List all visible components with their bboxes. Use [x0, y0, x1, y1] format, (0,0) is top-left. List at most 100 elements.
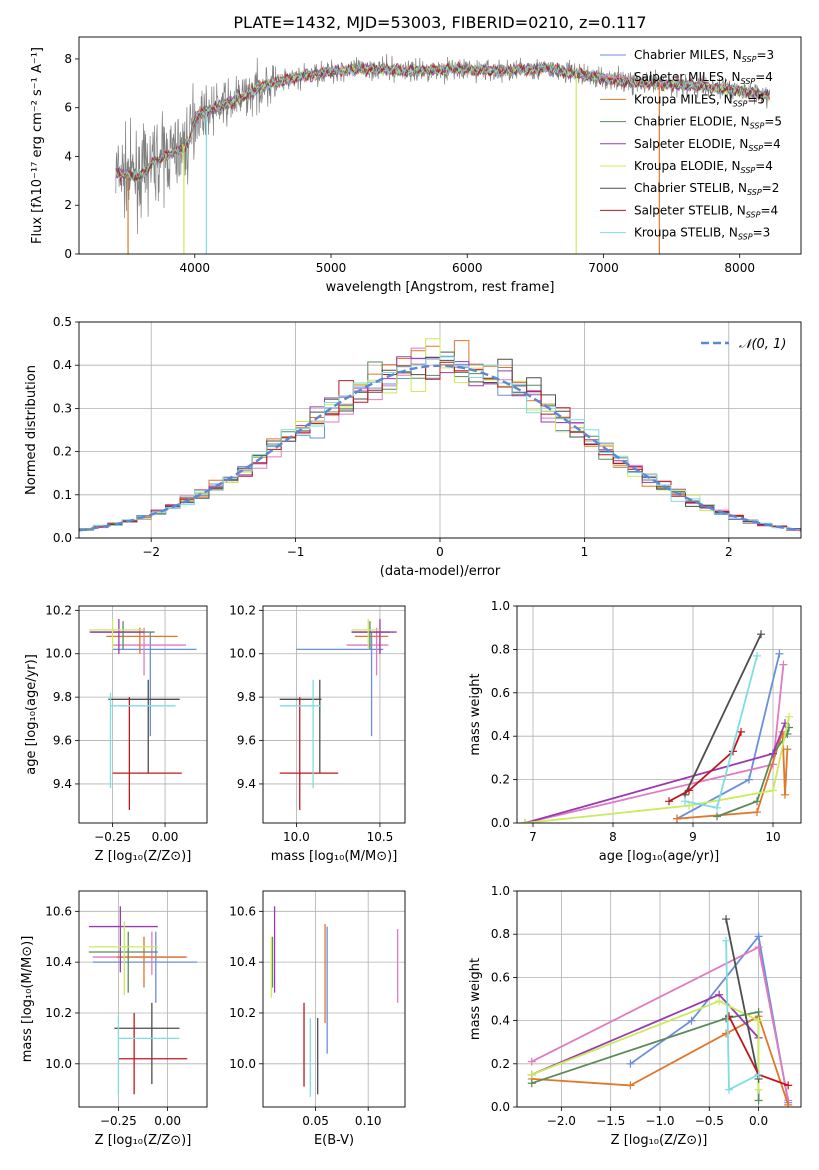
spectrum-panel: 4000 5000 6000 7000 8000 0 2 4 6 8 wavelength [Ang…	[30, 36, 802, 295]
weight-marker-kroupa-miles	[673, 814, 681, 823]
x-axis-label: Z [log₁₀(Z/Z⊙)]	[611, 1133, 708, 1148]
legend-text: Chabrier MILES, N	[634, 48, 742, 62]
weight-vs-metallicity-panel: −2.0 −1.5 −1.0 −0.5 0.0 0.0 0.2 0.4 0.6 0.8 1.0 Z […	[468, 884, 802, 1148]
histogram-kroupa-elodie	[79, 338, 801, 531]
legend-text: Salpeter STELIB, N	[634, 203, 746, 217]
weight-marker-kroupa-stelib	[722, 936, 731, 945]
y-tick-label: 10.2	[229, 1006, 256, 1020]
legend-subscript: SSP	[742, 55, 757, 64]
y-tick-label: 10.4	[229, 955, 256, 969]
legend-count: =3	[753, 226, 771, 240]
y-tick-label: 0.6	[491, 686, 510, 700]
x-tick-label: 1	[581, 545, 589, 559]
legend-text: Kroupa ELODIE, N	[634, 159, 741, 173]
legend-count: =3	[756, 48, 774, 62]
y-tick-label: 1.0	[491, 884, 510, 898]
x-tick-label: 9	[689, 830, 697, 844]
weight-marker-chabrier-miles	[687, 1016, 696, 1025]
histogram-kroupa-stelib	[79, 356, 801, 531]
x-tick-label: 4000	[180, 261, 211, 275]
x-tick-label: 7	[529, 830, 537, 844]
weight-marker-kroupa-stelib	[713, 803, 721, 812]
model-spectrum-kroupa-stelib	[115, 61, 771, 181]
weight-marker-chabrier-elodie	[713, 812, 721, 821]
weight-lines	[521, 630, 793, 823]
weight-marker-kroupa-miles	[783, 745, 792, 754]
x-tick-label: −0.25	[94, 830, 131, 844]
y-tick-label: 0.6	[491, 970, 510, 984]
y-tick-label: 4	[64, 149, 72, 163]
weight-marker-salpeter-stelib	[665, 797, 673, 806]
y-tick-label: 6	[64, 101, 72, 115]
y-tick-label: 0.0	[491, 1100, 510, 1114]
y-tick-label: 0.4	[491, 729, 510, 743]
legend-text: Chabrier ELODIE, N	[634, 115, 750, 129]
y-tick-label: 0.3	[53, 401, 72, 415]
y-tick-label: 10.0	[45, 647, 72, 661]
x-axis-label: mass [log₁₀(M/M⊙)]	[271, 849, 398, 864]
mass-vs-ebv-panel: 0.05 0.10 10.0 10.2 10.4 10.6 E(B-V)	[229, 890, 406, 1148]
legend-label: Salpeter STELIB, NSSP=4	[634, 203, 778, 219]
x-axis-label: Z [log₁₀(Z/Z⊙)]	[95, 1133, 192, 1148]
y-tick-label: 9.8	[53, 690, 72, 704]
x-tick-label: −0.5	[695, 1114, 724, 1128]
axes-frame	[78, 36, 802, 255]
x-tick-label: 10.0	[283, 830, 310, 844]
y-tick-label: 0.2	[491, 773, 510, 787]
weight-marker-kroupa-stelib	[754, 1070, 763, 1079]
legend-text: Kroupa STELIB, N	[634, 226, 738, 240]
legend-label: Salpeter ELODIE, NSSP=4	[634, 137, 781, 153]
x-tick-label: 0	[436, 545, 444, 559]
legend-subscript: SSP	[747, 188, 762, 197]
weight-marker-kroupa-elodie	[754, 1016, 763, 1025]
histograms	[79, 338, 801, 532]
legend-text: Salpeter ELODIE, N	[634, 137, 748, 151]
y-axis-label: age [log₁₀(age/yr)]	[24, 654, 39, 775]
weight-marker-chabrier-miles	[775, 649, 784, 658]
x-tick-label: 0.00	[154, 1114, 181, 1128]
x-tick-label: −0.25	[100, 1114, 137, 1128]
y-tick-label: 8	[64, 52, 72, 66]
x-tick-label: 8000	[724, 261, 755, 275]
legend-label: Chabrier ELODIE, NSSP=5	[634, 115, 782, 131]
error-bars	[279, 619, 397, 810]
weight-marker-salpeter-stelib	[784, 1081, 793, 1090]
y-axis-label: Flux [fλ10⁻¹⁷ erg cm⁻² s⁻¹ A⁻¹]	[30, 47, 45, 244]
weight-line-kroupa-elodie	[531, 1000, 760, 1090]
weight-marker-kroupa-miles	[626, 1081, 635, 1090]
x-axis-label: E(B-V)	[314, 1133, 354, 1148]
x-tick-label: 2	[725, 545, 733, 559]
legend-label: Kroupa ELODIE, NSSP=4	[634, 159, 773, 175]
weight-marker-salpeter-stelib	[725, 1012, 734, 1021]
y-tick-label: 9.8	[237, 690, 256, 704]
legend-subscript: SSP	[733, 99, 748, 108]
weight-marker-chabrier-elodie	[754, 1007, 763, 1016]
weight-marker-kroupa-stelib	[725, 1085, 734, 1094]
weight-marker-kroupa-miles	[784, 1100, 793, 1107]
x-axis-label: Z [log₁₀(Z/Z⊙)]	[95, 849, 192, 864]
weight-vs-age-panel: 7 8 9 10 0.0 0.2 0.4 0.6 0.8 1.0 age [log₁₀(age/yr…	[468, 599, 802, 864]
weight-marker-kroupa-stelib	[681, 797, 689, 806]
y-axis-label: Normed distribution	[24, 365, 39, 495]
legend-label: 𝒩(0, 1)	[739, 337, 786, 352]
weight-marker-kroupa-elodie	[527, 1070, 536, 1079]
legend-count: =5	[747, 92, 765, 106]
axes-frame	[78, 605, 208, 824]
y-axis-label: mass weight	[468, 673, 483, 755]
x-tick-label: 5000	[316, 261, 347, 275]
weight-line-chabrier-stelib	[725, 918, 760, 1080]
y-tick-label: 10.0	[45, 1057, 72, 1071]
legend-count: =4	[763, 137, 781, 151]
y-tick-label: 10.0	[229, 1057, 256, 1071]
y-tick-label: 1.0	[491, 599, 510, 613]
axes-frame	[78, 890, 208, 1108]
y-tick-label: 10.4	[45, 955, 72, 969]
legend-label: Chabrier MILES, NSSP=3	[634, 48, 774, 64]
figure-title: PLATE=1432, MJD=53003, FIBERID=0210, z=0…	[233, 13, 646, 32]
weight-marker-kroupa-elodie	[715, 997, 724, 1006]
spectrum-lines	[115, 53, 771, 254]
weight-marker-chabrier-miles	[754, 932, 763, 941]
weight-marker-kroupa-elodie	[785, 712, 793, 721]
error-bars	[270, 906, 399, 1097]
